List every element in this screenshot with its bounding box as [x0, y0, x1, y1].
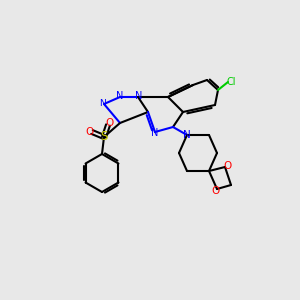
Text: N: N	[100, 100, 106, 109]
Text: Cl: Cl	[226, 77, 236, 87]
Text: O: O	[105, 118, 113, 128]
Text: N: N	[183, 130, 191, 140]
Text: O: O	[86, 127, 94, 137]
Text: N: N	[116, 91, 124, 101]
Text: N: N	[135, 91, 143, 101]
Text: S: S	[100, 130, 108, 143]
Text: O: O	[211, 186, 219, 196]
Text: N: N	[151, 128, 159, 138]
Text: O: O	[223, 161, 231, 171]
